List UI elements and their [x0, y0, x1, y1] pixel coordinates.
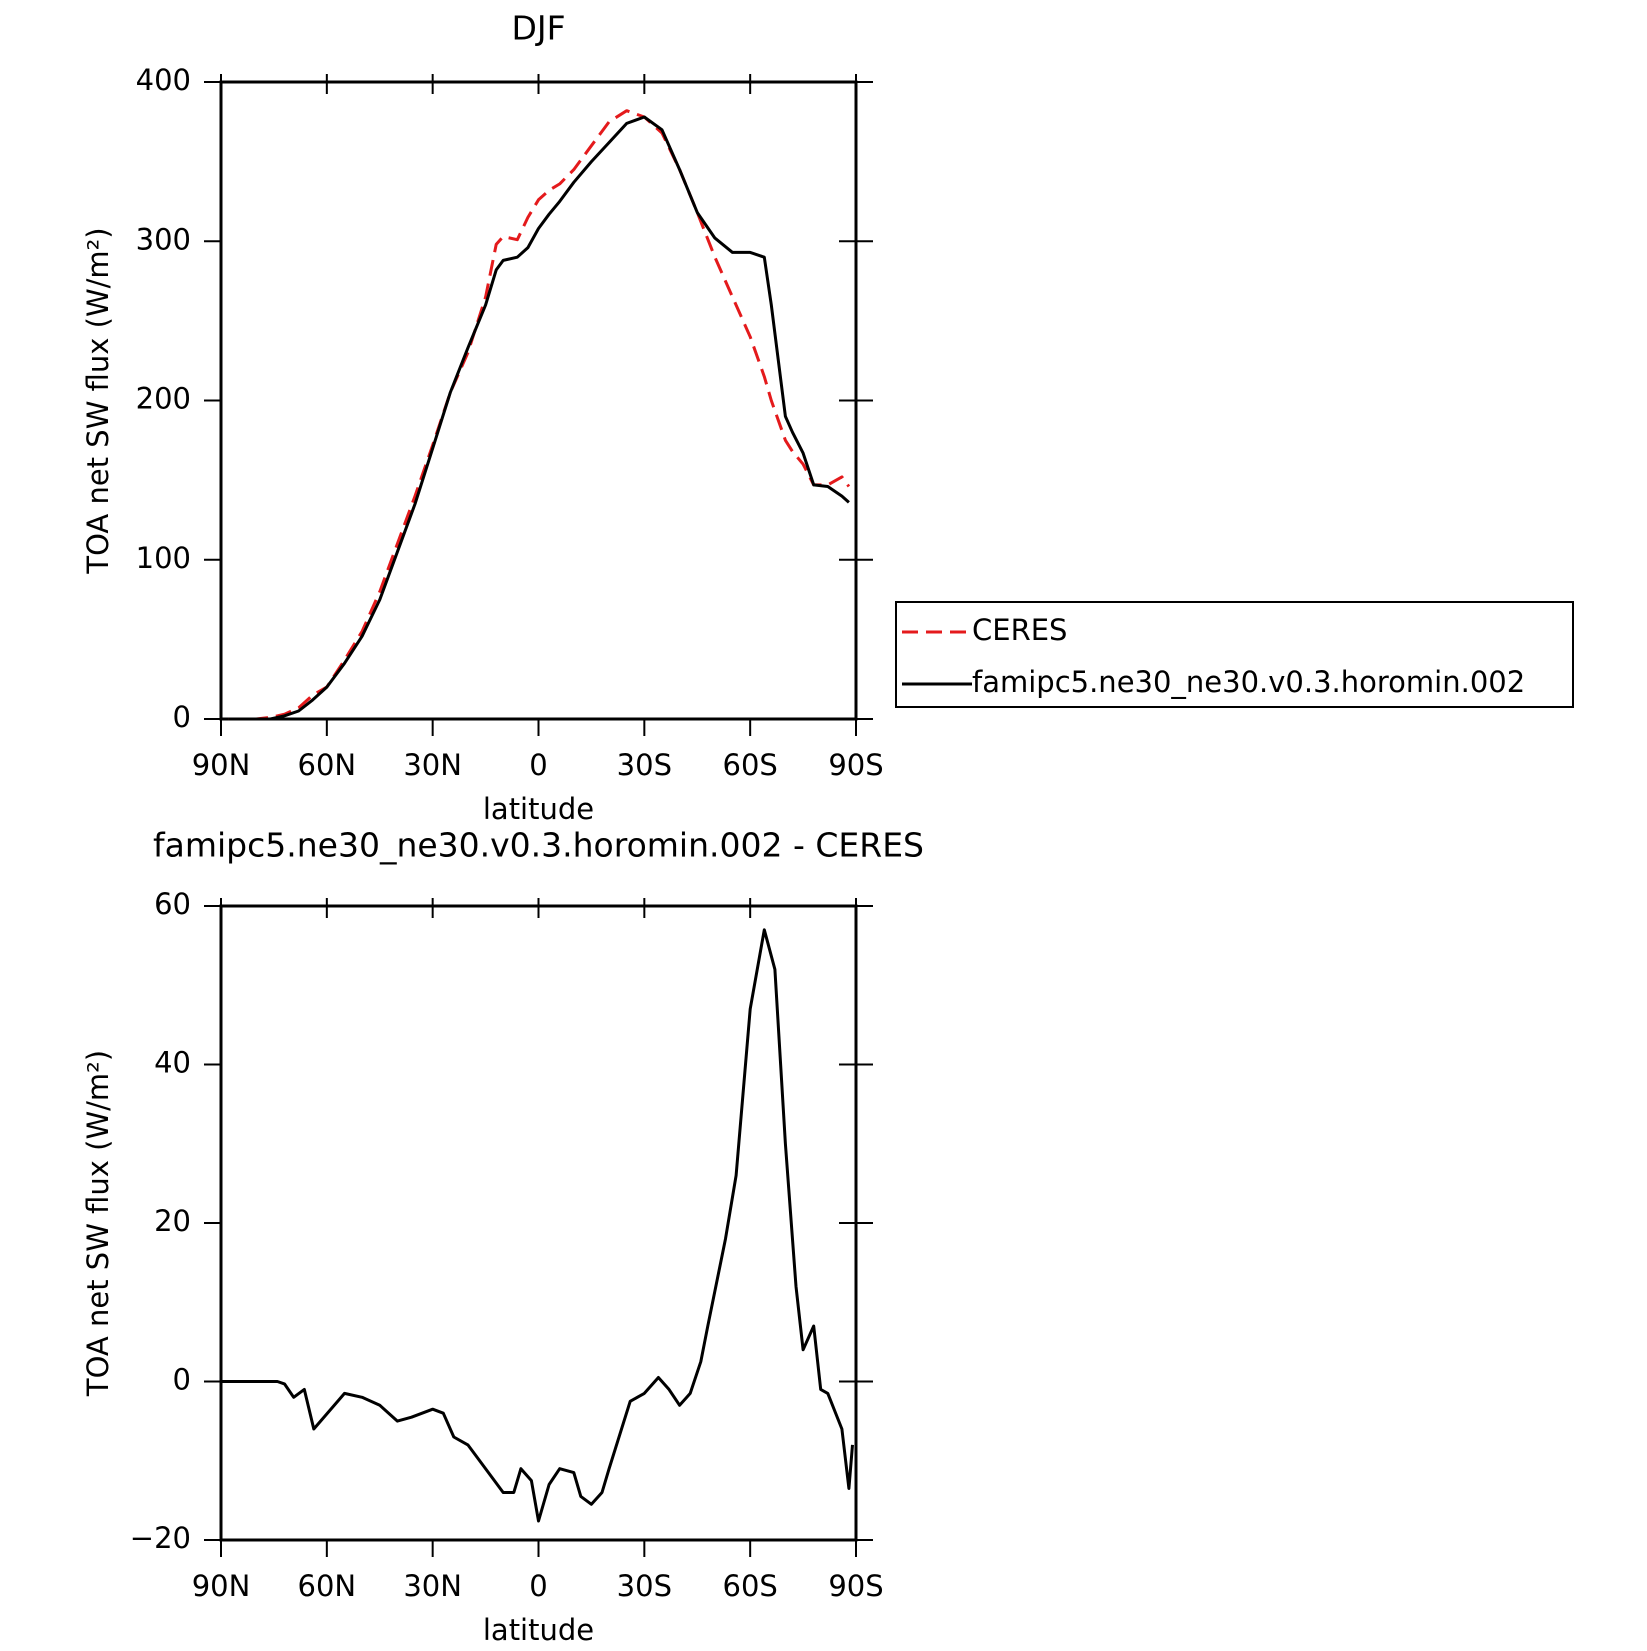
y-tick-label: 200	[136, 382, 191, 416]
data-line	[228, 109, 851, 721]
x-tick-label: 60S	[723, 1569, 778, 1603]
x-tick-label: 0	[529, 1569, 547, 1603]
legend-box	[895, 601, 1574, 708]
y-tick-label: 20	[154, 1204, 191, 1238]
x-axis-label: latitude	[483, 1613, 594, 1647]
x-tick-label: 90S	[828, 748, 883, 782]
x-axis-label: latitude	[483, 792, 594, 826]
chart-title: famipc5.ne30_ne30.v0.3.horomin.002 - CER…	[153, 826, 924, 865]
chart-title: DJF	[511, 9, 565, 48]
x-tick-label: 60S	[723, 748, 778, 782]
y-tick-label: −20	[130, 1521, 191, 1555]
x-tick-label: 90S	[828, 1569, 883, 1603]
y-tick-label: 0	[173, 700, 191, 734]
plot-frame	[219, 904, 858, 1542]
x-tick-label: 60N	[298, 748, 357, 782]
y-tick-label: 300	[136, 222, 191, 256]
x-tick-label: 0	[529, 748, 547, 782]
y-tick-label: 40	[154, 1046, 191, 1080]
y-tick-label: 400	[136, 63, 191, 97]
x-tick-label: 90N	[192, 748, 251, 782]
data-line	[228, 115, 850, 721]
y-axis-label: TOA net SW flux (W/m²)	[81, 227, 115, 574]
y-tick-label: 100	[136, 541, 191, 575]
legend-label: famipc5.ne30_ne30.v0.3.horomin.002	[972, 665, 1525, 699]
x-tick-label: 60N	[298, 1569, 357, 1603]
data-line	[221, 928, 854, 1523]
x-tick-label: 90N	[192, 1569, 251, 1603]
y-axis-label: TOA net SW flux (W/m²)	[81, 1050, 115, 1397]
plot-frame	[219, 80, 858, 721]
y-tick-label: 0	[173, 1363, 191, 1397]
x-tick-label: 30S	[617, 748, 672, 782]
y-tick-label: 60	[154, 887, 191, 921]
x-tick-label: 30S	[617, 1569, 672, 1603]
legend-label: CERES	[972, 613, 1067, 647]
x-tick-label: 30N	[403, 748, 462, 782]
x-tick-label: 30N	[403, 1569, 462, 1603]
